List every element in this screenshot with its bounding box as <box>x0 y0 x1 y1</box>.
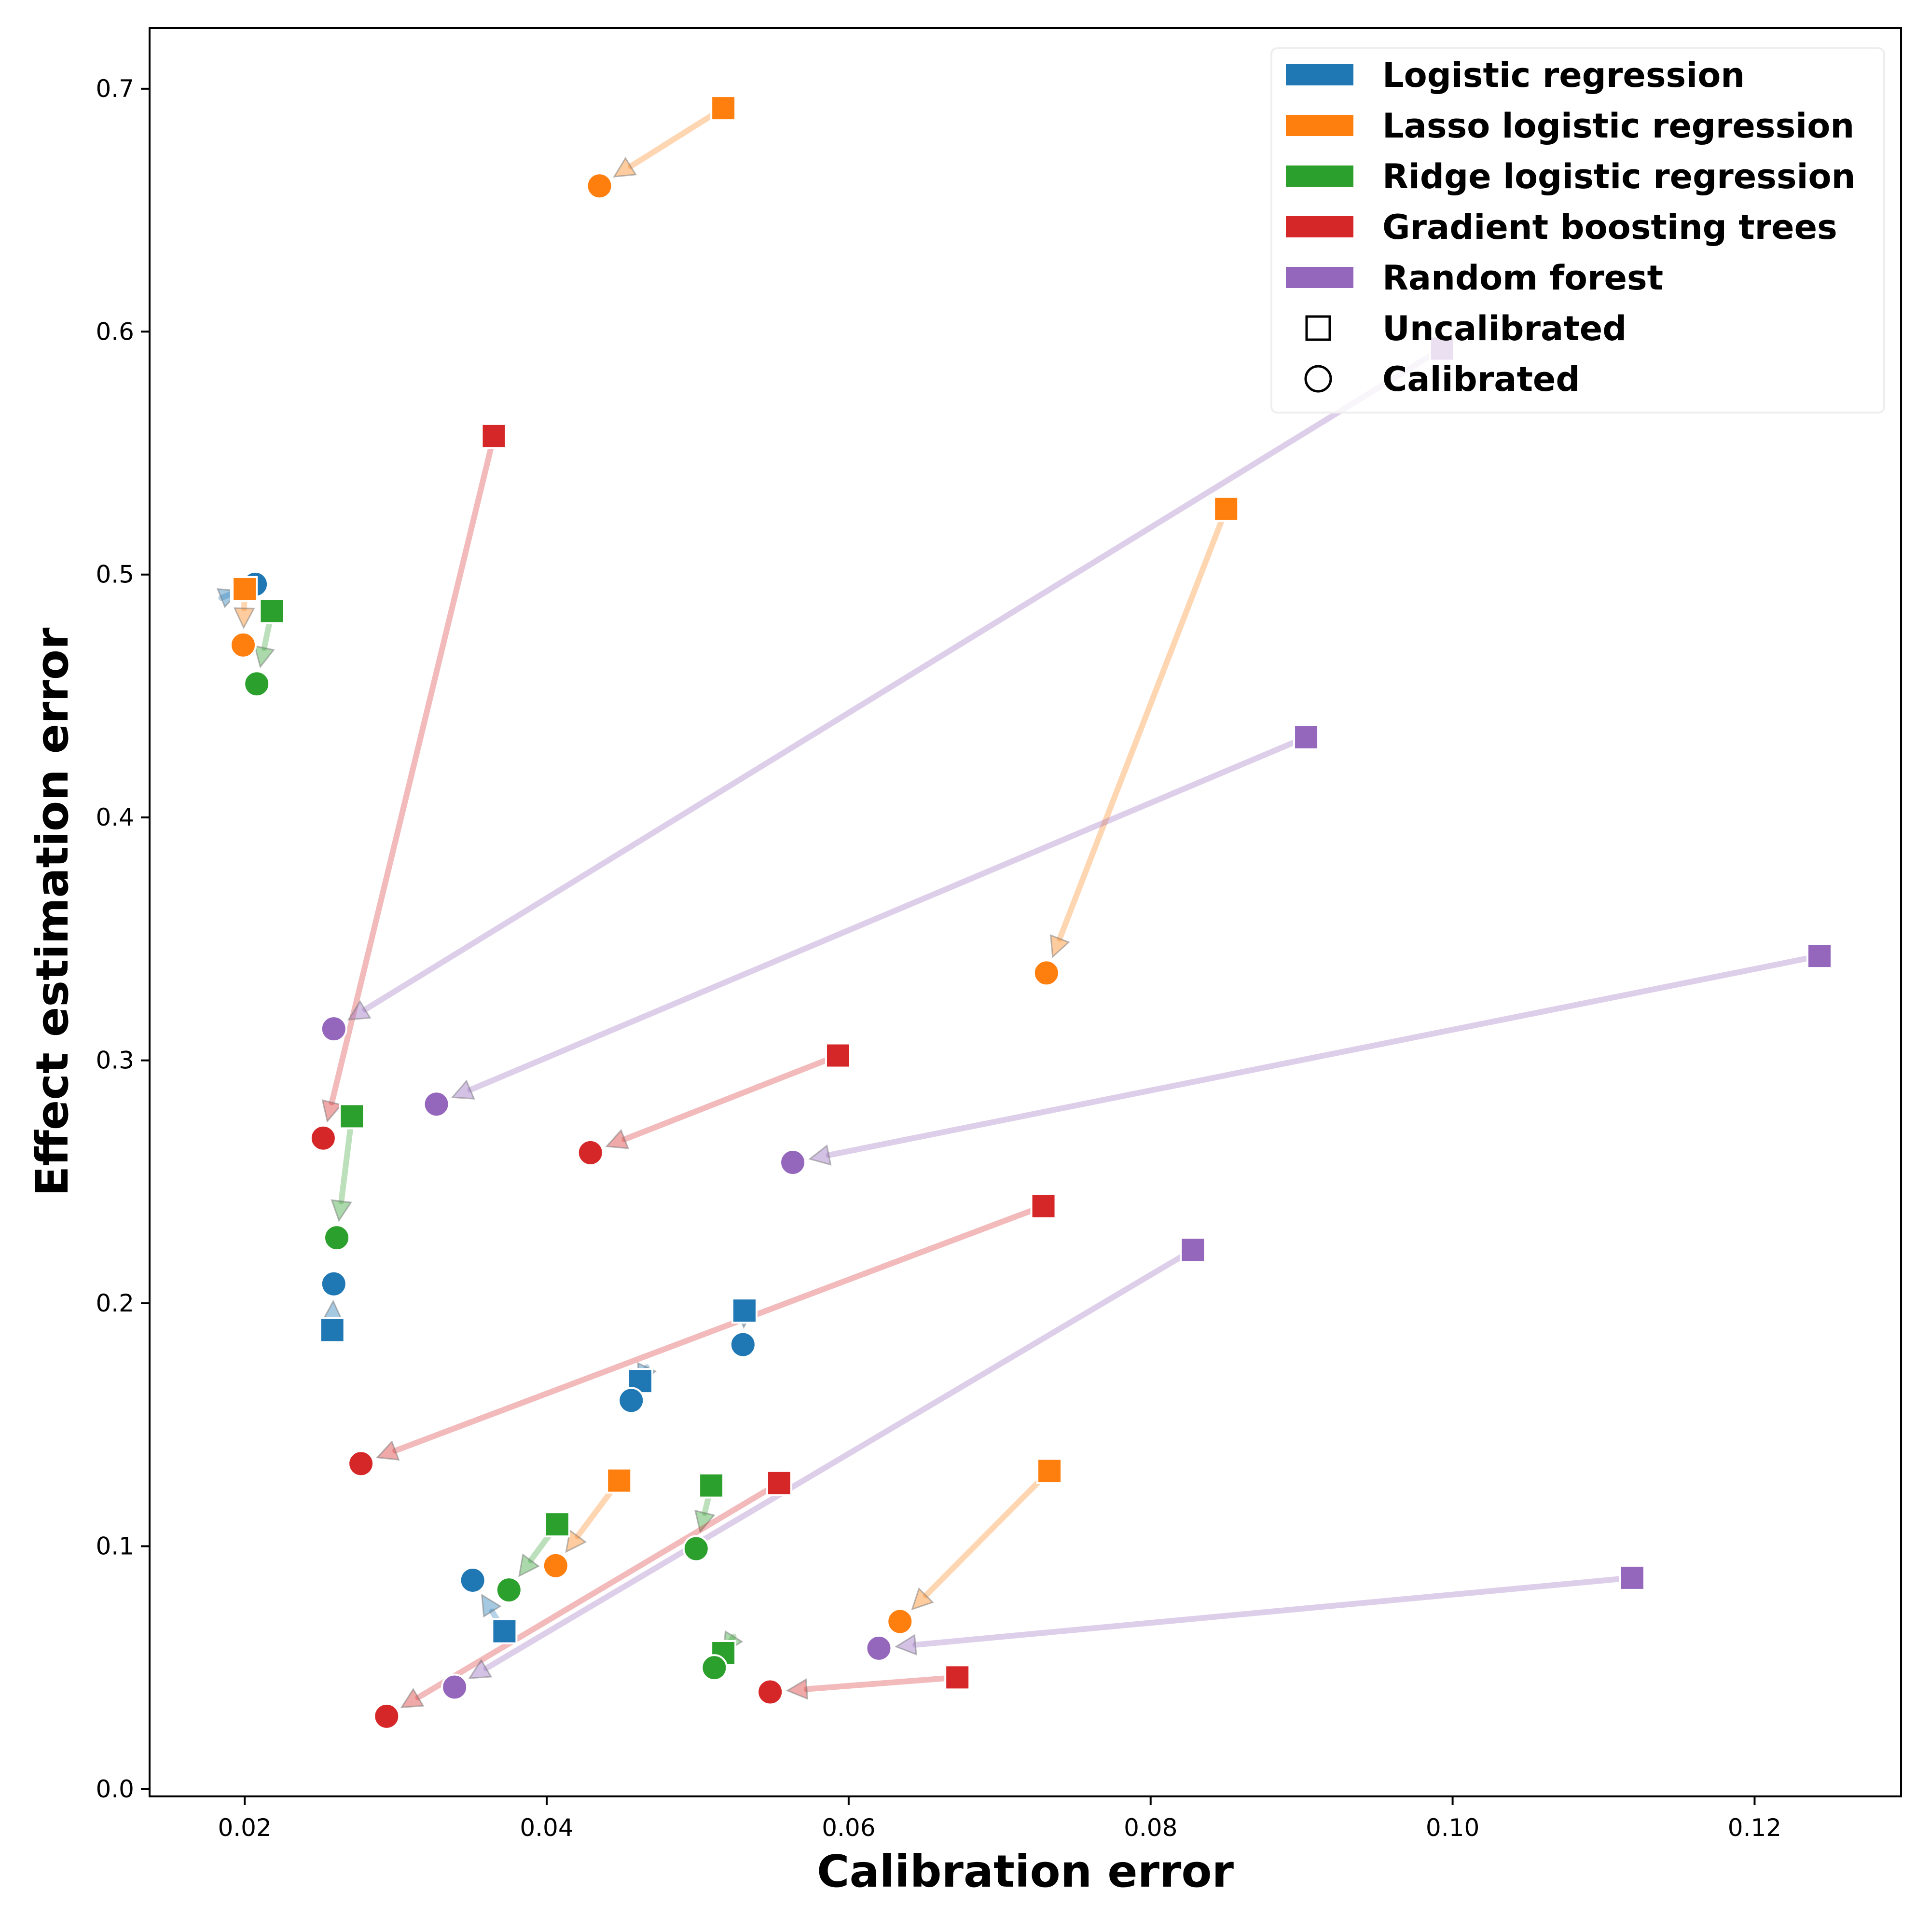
legend-label: Random forest <box>1382 258 1663 298</box>
uncalibrated-point <box>1620 1566 1644 1590</box>
y-tick-label: 0.1 <box>96 1532 134 1560</box>
calibrated-point <box>578 1140 603 1165</box>
calibrated-point <box>442 1674 467 1699</box>
uncalibrated-point <box>826 1044 850 1068</box>
calibrated-point <box>460 1568 485 1593</box>
uncalibrated-point <box>1294 725 1318 749</box>
calibrated-point <box>543 1553 568 1578</box>
x-tick-label: 0.02 <box>218 1814 271 1842</box>
x-tick-label: 0.06 <box>822 1814 875 1842</box>
uncalibrated-point <box>699 1474 723 1498</box>
calibrated-point <box>324 1225 349 1250</box>
calibrated-point <box>684 1536 709 1561</box>
uncalibrated-point <box>320 1318 345 1342</box>
y-tick-label: 0.2 <box>96 1289 134 1317</box>
y-tick-label: 0.4 <box>96 803 134 831</box>
calibrated-point <box>496 1577 522 1602</box>
calibrated-point <box>321 1271 346 1297</box>
calibrated-point <box>311 1126 336 1151</box>
legend-color-swatch <box>1286 64 1353 85</box>
calibrated-point <box>702 1655 727 1680</box>
calibrated-point <box>619 1388 644 1413</box>
uncalibrated-point <box>1807 944 1832 968</box>
legend-label: Ridge logistic regression <box>1382 157 1855 196</box>
legend-label: Lasso logistic regression <box>1382 106 1854 146</box>
calibrated-point <box>887 1609 912 1634</box>
uncalibrated-point <box>482 424 506 448</box>
legend-color-swatch <box>1286 166 1353 187</box>
legend-label: Logistic regression <box>1382 55 1745 95</box>
uncalibrated-point <box>260 599 284 623</box>
y-axis-title: Effect estimation error <box>27 627 78 1197</box>
calibrated-point <box>780 1150 805 1175</box>
x-tick-label: 0.08 <box>1124 1814 1177 1842</box>
x-axis-title: Calibration error <box>817 1846 1234 1897</box>
calibrated-point <box>1034 960 1059 985</box>
y-tick-label: 0.0 <box>96 1775 134 1803</box>
x-tick-label: 0.04 <box>520 1814 573 1842</box>
calibrated-point <box>374 1704 399 1729</box>
y-tick-label: 0.7 <box>96 75 134 103</box>
y-tick-label: 0.3 <box>96 1047 134 1075</box>
calibrated-point <box>231 633 256 658</box>
legend-label-uncalibrated: Uncalibrated <box>1382 309 1627 348</box>
legend-color-swatch <box>1286 216 1353 237</box>
x-tick-label: 0.12 <box>1728 1814 1781 1842</box>
calibrated-point <box>321 1016 346 1041</box>
legend-label-calibrated: Calibrated <box>1382 359 1580 399</box>
legend-label: Gradient boosting trees <box>1382 207 1837 247</box>
calibrated-point <box>758 1680 783 1705</box>
uncalibrated-point <box>945 1665 969 1689</box>
legend-color-swatch <box>1286 267 1353 288</box>
uncalibrated-point <box>340 1104 364 1128</box>
calibrated-point <box>587 173 612 198</box>
calibrated-point <box>424 1091 449 1117</box>
x-tick-label: 0.10 <box>1426 1814 1479 1842</box>
y-tick-label: 0.5 <box>96 561 134 589</box>
legend-color-swatch <box>1286 115 1353 136</box>
calibrated-point <box>866 1636 891 1661</box>
uncalibrated-point <box>492 1619 516 1643</box>
calibrated-point <box>244 671 269 696</box>
uncalibrated-point <box>1214 497 1238 521</box>
uncalibrated-point <box>1037 1459 1062 1483</box>
calibrated-point <box>348 1451 373 1476</box>
legend: Logistic regression Lasso logistic regres… <box>1271 48 1884 413</box>
calibrated-point <box>731 1332 756 1357</box>
uncalibrated-point <box>1032 1194 1056 1218</box>
uncalibrated-point <box>767 1471 791 1495</box>
uncalibrated-point <box>1181 1238 1205 1262</box>
uncalibrated-point <box>711 96 735 120</box>
uncalibrated-point <box>233 577 257 601</box>
uncalibrated-point <box>545 1512 569 1536</box>
uncalibrated-point <box>732 1298 757 1323</box>
uncalibrated-point <box>607 1469 631 1493</box>
y-tick-label: 0.6 <box>96 317 134 345</box>
